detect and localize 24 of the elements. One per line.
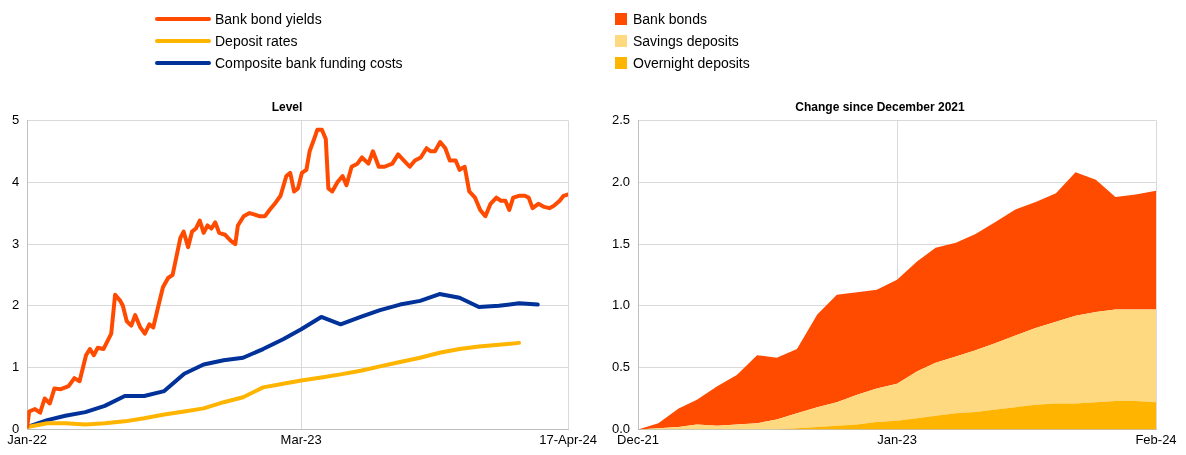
y-tick-label: 4 [12, 173, 20, 189]
legend-label: Overnight deposits [633, 55, 750, 71]
x-tick-label: Jan-23 [877, 431, 917, 447]
y-tick-label: 2.0 [611, 173, 631, 189]
chart-title: Level [271, 99, 303, 114]
legend-label: Deposit rates [215, 33, 298, 49]
legend-label: Savings deposits [633, 33, 739, 49]
y-tick-label: 2.5 [611, 111, 631, 127]
y-tick-label: 0 [12, 420, 20, 436]
y-tick-label: 5 [12, 111, 20, 127]
y-tick-label: 0.5 [611, 359, 631, 375]
chart-title: Change since December 2021 [795, 99, 966, 114]
y-tick-label: 2 [12, 297, 20, 313]
legend-label: Bank bond yields [215, 11, 322, 27]
legend-label: Bank bonds [633, 11, 707, 27]
y-tick-label: 0.0 [611, 420, 631, 436]
x-tick-label: 17-Apr-24 [539, 431, 597, 447]
x-tick-label: Feb-24 [1135, 431, 1177, 447]
y-tick-label: 1.0 [611, 297, 631, 313]
x-tick-label: Mar-23 [280, 431, 322, 447]
legend-label: Composite bank funding costs [215, 55, 403, 71]
y-tick-label: 1 [12, 359, 20, 375]
y-tick-label: 1.5 [611, 235, 631, 251]
y-tick-label: 3 [12, 235, 20, 251]
